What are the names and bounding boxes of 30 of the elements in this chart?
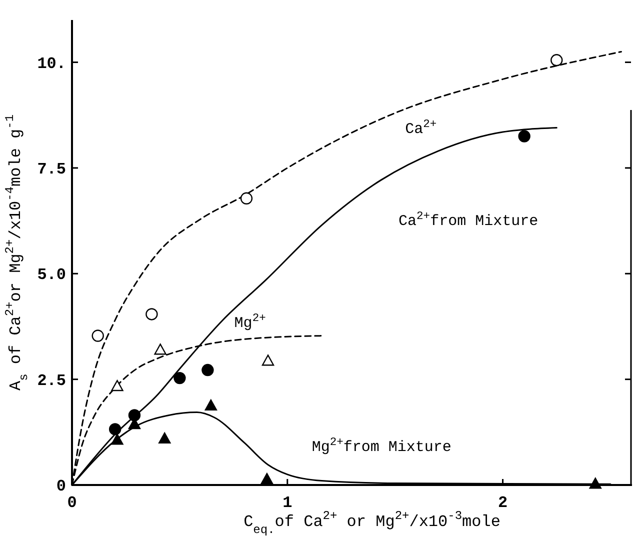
point (158, 432, 171, 444)
point (262, 354, 274, 366)
point (111, 434, 124, 445)
y-tick-label: 0 (56, 478, 66, 496)
point (154, 344, 166, 355)
point (240, 192, 253, 204)
series-label: Ca$^{2+}$ (405, 119, 437, 138)
point (204, 399, 218, 411)
y-tick-label: 2.5 (37, 372, 66, 390)
x-tick-label: 1 (282, 494, 292, 512)
x-tick-label: 2 (498, 494, 508, 512)
series-label: Mg$^{2+}$from Mixture (312, 436, 452, 456)
point (518, 130, 530, 142)
point (202, 364, 214, 376)
point (111, 380, 124, 392)
text: Ca$^{2+}$from Mixture (398, 210, 538, 230)
point (589, 478, 602, 489)
y-tick-label: 5.0 (37, 266, 66, 284)
point (92, 330, 104, 342)
point (146, 308, 158, 320)
point (260, 472, 274, 484)
point (108, 423, 122, 436)
text: C$_{eq.}$of Ca$^{2+}$ or Mg$^{2+}$/x10$^{-3}$mole (244, 509, 500, 537)
y-tick-label: 7.5 (37, 160, 66, 179)
point (550, 54, 563, 66)
point (128, 409, 141, 422)
y-tick-label: 10. (37, 54, 66, 73)
point (174, 372, 186, 384)
series-label: Mg$^{2+}$ (234, 313, 266, 332)
x-tick-label: 0 (67, 494, 77, 512)
